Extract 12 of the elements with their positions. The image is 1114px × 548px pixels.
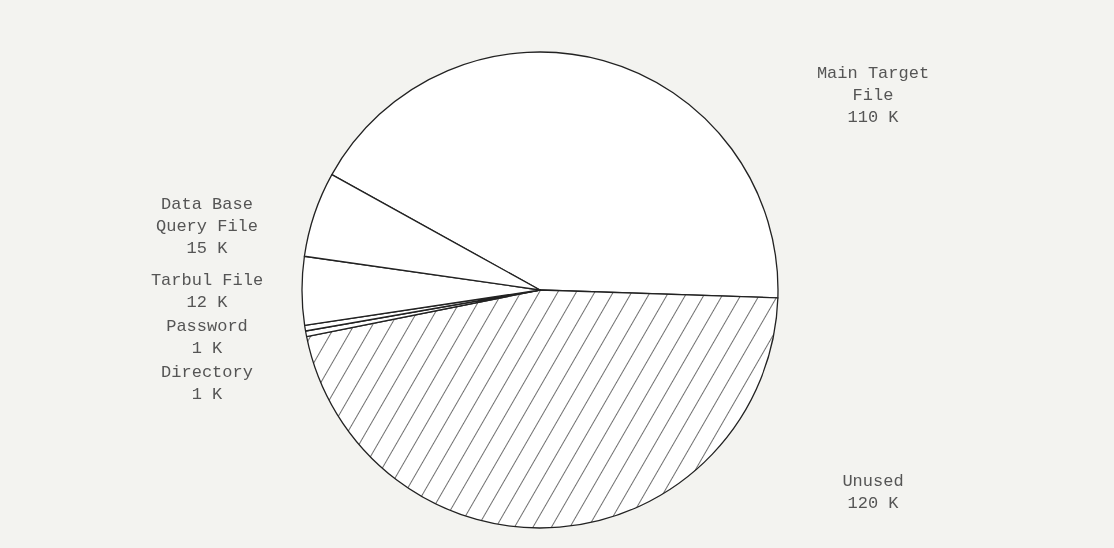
slice-label: Directory [161,362,253,382]
slice-label: Main Target File [816,64,930,106]
data-label: 12 K [186,292,229,312]
data-label: 1 K [191,384,224,404]
slice-label: Unused [842,471,904,491]
data-label: 15 K [186,238,229,258]
slice-label: Data Base Query File [155,194,259,236]
data-label: 120 K [847,493,900,513]
slice-label: Tarbul File [150,270,264,290]
data-label: 1 K [191,338,224,358]
slice-label: Password [166,316,248,336]
data-label: 110 K [847,108,900,128]
